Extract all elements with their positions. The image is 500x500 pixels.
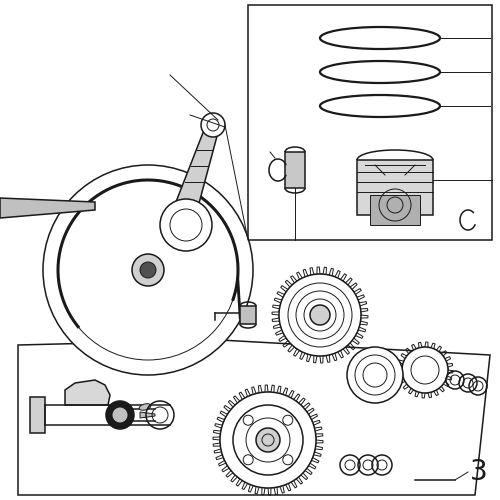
Polygon shape xyxy=(30,397,45,433)
Circle shape xyxy=(220,392,316,488)
Polygon shape xyxy=(65,380,110,405)
Circle shape xyxy=(310,305,330,325)
Circle shape xyxy=(112,407,128,423)
Circle shape xyxy=(132,254,164,286)
Circle shape xyxy=(402,347,448,393)
Polygon shape xyxy=(140,412,155,418)
Polygon shape xyxy=(248,5,492,240)
Circle shape xyxy=(256,428,280,452)
Text: 3: 3 xyxy=(470,458,488,486)
Bar xyxy=(240,306,256,324)
Bar xyxy=(370,195,420,225)
Circle shape xyxy=(201,113,225,137)
Circle shape xyxy=(106,401,134,429)
Bar xyxy=(285,152,305,188)
Circle shape xyxy=(160,199,212,251)
Polygon shape xyxy=(18,340,490,495)
Circle shape xyxy=(43,165,253,375)
Circle shape xyxy=(164,203,208,247)
Polygon shape xyxy=(0,198,95,218)
Ellipse shape xyxy=(139,404,151,410)
Circle shape xyxy=(347,347,403,403)
Circle shape xyxy=(279,274,361,356)
Bar xyxy=(357,160,433,215)
Circle shape xyxy=(140,262,156,278)
Polygon shape xyxy=(174,125,220,207)
